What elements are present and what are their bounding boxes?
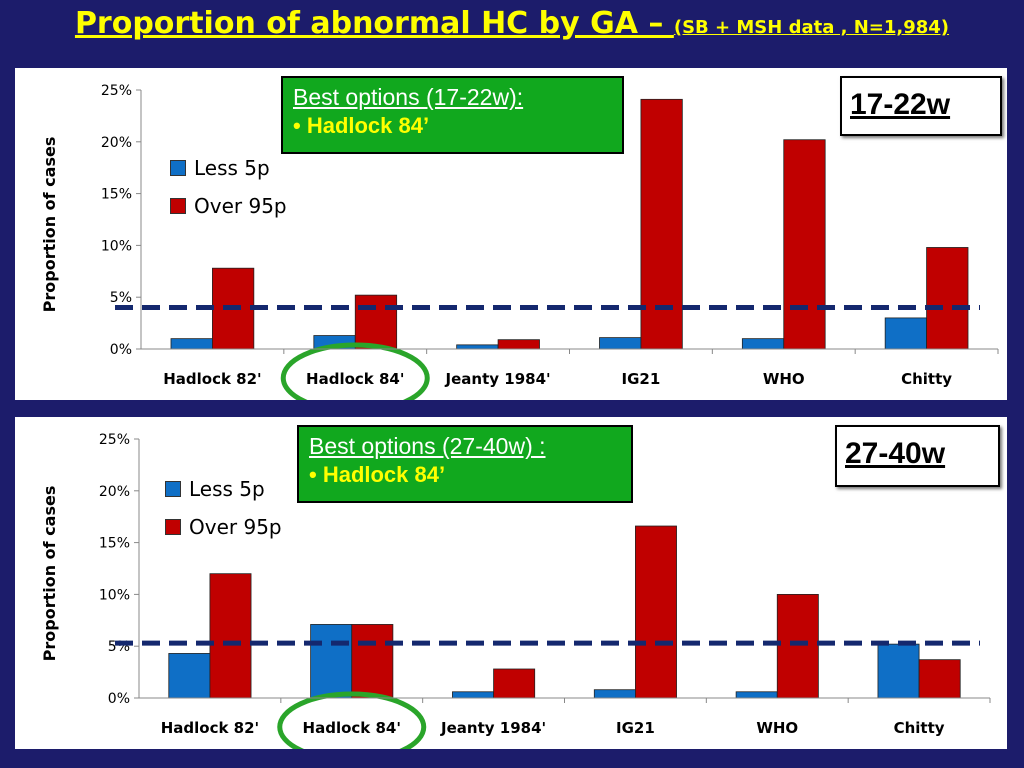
- x-tick-label: Jeanty 1984': [440, 719, 546, 737]
- bar-over-95p: [497, 339, 540, 350]
- y-axis-label: Proportion of cases: [40, 137, 59, 313]
- x-tick-label: Hadlock 84': [303, 719, 401, 737]
- y-tick-label: 20%: [101, 135, 132, 151]
- legend-item-over: Over 95p: [170, 194, 287, 218]
- bar-less-5p: [170, 338, 213, 350]
- bar-less-5p: [599, 337, 642, 350]
- bar-less-5p: [452, 691, 494, 699]
- y-tick-label: 10%: [99, 587, 130, 603]
- callout-bullet: • Hadlock 84’: [293, 113, 430, 138]
- bar-over-95p: [776, 593, 819, 699]
- x-tick-label: WHO: [756, 719, 798, 737]
- bar-over-95p: [351, 624, 394, 699]
- legend: Less 5p Over 95p: [170, 156, 287, 232]
- x-tick-label: IG21: [622, 370, 661, 388]
- x-tick-label: Hadlock 82': [161, 719, 259, 737]
- bar-less-5p: [310, 624, 353, 699]
- range-label: 17-22w: [850, 88, 951, 121]
- best-options-callout: Best options (27-40w) : • Hadlock 84’: [297, 425, 633, 503]
- legend-label-less: Less 5p: [194, 156, 270, 180]
- legend-label-less: Less 5p: [189, 477, 265, 501]
- title-main: Proportion of abnormal HC by GA –: [74, 6, 674, 41]
- y-tick-label: 0%: [110, 342, 132, 358]
- y-tick-label: 0%: [108, 691, 130, 707]
- chart-panel-17-22w: 0% 5% 10% 15% 20% 25% Proportion of cases Hadlo…: [15, 68, 1007, 400]
- bar-less-5p: [877, 643, 920, 699]
- highlight-ellipse: [277, 691, 427, 749]
- legend-label-over: Over 95p: [189, 515, 282, 539]
- bar-less-5p: [741, 338, 785, 350]
- chart-svg-27-40w: 0%5%10%15%20%25%Proportion of casesHadlo…: [40, 432, 991, 749]
- range-label: 27-40w: [845, 437, 946, 470]
- bar-less-5p: [735, 691, 778, 699]
- bar-over-95p: [918, 659, 961, 699]
- bar-over-95p: [209, 573, 252, 699]
- y-tick-label: 10%: [101, 238, 132, 254]
- y-tick-label: 20%: [99, 484, 130, 500]
- highlight-ellipse: [280, 342, 430, 400]
- y-tick-label: 15%: [101, 187, 132, 203]
- bar-less-5p: [456, 344, 499, 350]
- y-axis-label: Proportion of cases: [40, 486, 59, 662]
- x-tick-label: Chitty: [901, 370, 952, 388]
- legend-swatch-less: [170, 160, 186, 176]
- range-label-box: 27-40w: [835, 425, 1000, 487]
- y-tick-label: 15%: [99, 536, 130, 552]
- x-tick-label: Hadlock 84': [306, 370, 404, 388]
- legend-swatch-less: [165, 481, 181, 497]
- bar-less-5p: [168, 653, 211, 699]
- bar-over-95p: [354, 294, 398, 350]
- slide-title: Proportion of abnormal HC by GA – (SB + …: [0, 6, 1024, 41]
- legend: Less 5p Over 95p: [165, 477, 282, 553]
- chart-svg-17-22w: 0% 5% 10% 15% 20% 25% Proportion of cases Hadlo…: [40, 83, 999, 400]
- best-options-callout: Best options (17-22w): • Hadlock 84’: [281, 76, 624, 154]
- legend-label-over: Over 95p: [194, 194, 287, 218]
- legend-item-less: Less 5p: [170, 156, 287, 180]
- bar-over-95p: [783, 139, 826, 350]
- x-tick-label: Chitty: [894, 719, 945, 737]
- x-tick-label: Jeanty 1984': [445, 370, 551, 388]
- callout-bullet: • Hadlock 84’: [309, 462, 446, 487]
- x-tick-label: IG21: [616, 719, 655, 737]
- chart-panel-27-40w: 0% 5% 10% 15% 20% 25% Proportion of cases Hadlo…: [15, 417, 1007, 749]
- bar-less-5p: [593, 689, 636, 699]
- y-tick-label: 5%: [110, 290, 132, 306]
- bar-over-95p: [493, 668, 536, 699]
- title-sub: (SB + MSH data , N=1,984): [673, 17, 950, 38]
- callout-heading: Best options (17-22w):: [293, 84, 524, 110]
- legend-swatch-over: [165, 519, 181, 535]
- x-tick-label: WHO: [763, 370, 805, 388]
- y-tick-label: 25%: [99, 432, 130, 448]
- bar-over-95p: [926, 247, 969, 350]
- callout-heading: Best options (27-40w) :: [309, 433, 546, 459]
- legend-item-less: Less 5p: [165, 477, 282, 501]
- bar-over-95p: [635, 525, 677, 699]
- bar-less-5p: [884, 317, 927, 350]
- x-tick-label: Hadlock 82': [163, 370, 261, 388]
- legend-swatch-over: [170, 198, 186, 214]
- range-label-box: 17-22w: [840, 76, 1002, 136]
- y-tick-label: 25%: [101, 83, 132, 99]
- bar-over-95p: [640, 98, 683, 350]
- legend-item-over: Over 95p: [165, 515, 282, 539]
